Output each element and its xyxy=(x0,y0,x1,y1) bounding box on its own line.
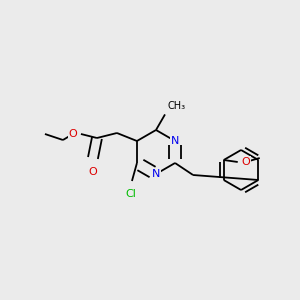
Text: N: N xyxy=(171,136,179,146)
Text: CH₃: CH₃ xyxy=(167,101,185,111)
Text: O: O xyxy=(88,167,97,177)
Text: Cl: Cl xyxy=(125,189,136,199)
Text: N: N xyxy=(152,169,160,179)
Text: O: O xyxy=(242,157,250,167)
Text: O: O xyxy=(68,129,77,139)
